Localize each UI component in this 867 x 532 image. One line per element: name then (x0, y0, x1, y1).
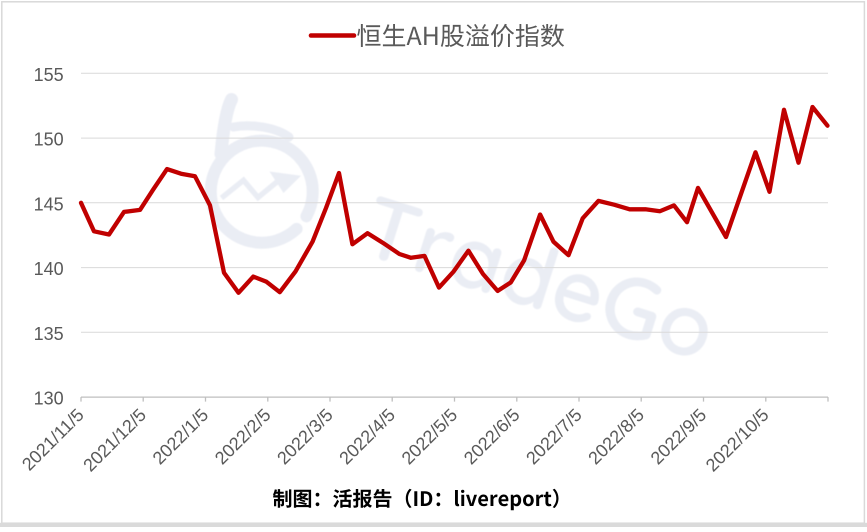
svg-text:145: 145 (34, 194, 64, 214)
svg-text:150: 150 (34, 130, 64, 150)
svg-text:155: 155 (34, 65, 64, 85)
svg-text:130: 130 (34, 389, 64, 409)
svg-text:135: 135 (34, 324, 64, 344)
svg-text:140: 140 (34, 259, 64, 279)
